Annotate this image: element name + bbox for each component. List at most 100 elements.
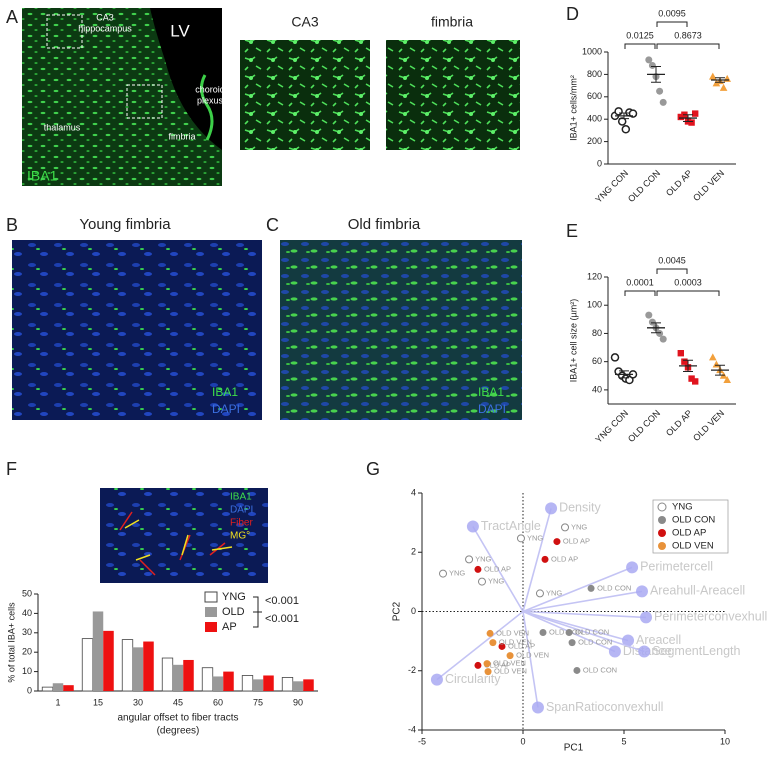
point xyxy=(539,629,547,637)
point xyxy=(719,83,728,91)
y-tick-label: 80 xyxy=(592,328,602,338)
point xyxy=(486,629,494,637)
point-label: OLD VEN xyxy=(494,667,527,676)
error-bar xyxy=(619,370,629,379)
x-tick-label: OLD AP xyxy=(664,168,694,198)
point xyxy=(709,353,717,361)
x-axis-label: (degrees) xyxy=(157,726,200,737)
x-axis-label: PC1 xyxy=(564,743,584,754)
loading-tip xyxy=(531,701,544,714)
micrograph xyxy=(12,240,262,420)
stain-label: IBA1 xyxy=(27,168,58,184)
legend-label: YNG xyxy=(222,591,246,603)
point xyxy=(565,629,573,637)
panel-label: C xyxy=(266,215,279,235)
x-tick-label: 30 xyxy=(133,697,143,707)
legend-label: OLD AP xyxy=(672,528,706,539)
point-label: OLD CON xyxy=(578,638,612,647)
x-tick-label: OLD CON xyxy=(626,168,662,204)
bar xyxy=(92,611,104,691)
point xyxy=(541,555,549,563)
point-label: YNG xyxy=(546,588,562,597)
p-value: 0.0001 xyxy=(626,277,654,287)
loading-arrow xyxy=(522,610,645,653)
y-tick-label: 2 xyxy=(411,547,416,557)
legend-label: YNG xyxy=(672,502,693,513)
point xyxy=(535,589,544,598)
image-label: thalamus xyxy=(44,122,81,132)
point xyxy=(506,652,514,660)
bar xyxy=(281,677,294,692)
bracket xyxy=(253,596,262,628)
x-tick-label: 45 xyxy=(173,697,183,707)
inset-box xyxy=(46,14,83,49)
point xyxy=(723,74,731,82)
image-label: fimbria xyxy=(168,131,195,141)
point-label: OLD VEN xyxy=(516,651,549,660)
point-label: OLD AP xyxy=(484,564,511,573)
y-axis-label: IBA1+ cells/mm² xyxy=(568,75,578,141)
x-tick-label: 75 xyxy=(253,697,263,707)
loading-tip xyxy=(430,673,443,686)
y-tick-label: 400 xyxy=(587,114,602,124)
loading-arrow xyxy=(522,508,552,612)
point-label: OLD VEN xyxy=(496,628,529,637)
legend-swatch xyxy=(204,591,218,603)
error-bar xyxy=(715,77,725,83)
bar xyxy=(81,638,94,692)
bar xyxy=(223,671,234,691)
point xyxy=(723,376,731,384)
y-tick-label: -2 xyxy=(408,665,416,675)
legend-marker xyxy=(658,542,666,550)
loading-tip xyxy=(608,645,621,658)
bar xyxy=(303,679,314,691)
loading-arrow xyxy=(522,611,539,708)
point xyxy=(561,523,570,532)
image-title: fimbria xyxy=(431,14,473,30)
point xyxy=(474,565,482,573)
cell-axis xyxy=(124,519,233,561)
point xyxy=(477,577,486,586)
legend-label: OLD CON xyxy=(672,515,715,526)
x-tick-label: 5 xyxy=(621,736,626,746)
y-tick-label: 60 xyxy=(592,356,602,366)
legend-marker xyxy=(658,529,666,537)
point xyxy=(621,125,631,134)
error-bar xyxy=(683,359,693,373)
panel-label: D xyxy=(566,4,579,24)
plexus xyxy=(200,74,214,141)
stain-label: DAPI xyxy=(212,402,240,416)
point-label: YNG xyxy=(488,577,504,586)
loading-label: Areacell xyxy=(636,633,681,647)
point xyxy=(688,119,695,126)
loading-tip xyxy=(622,634,635,647)
point xyxy=(573,666,581,674)
x-tick-label: OLD AP xyxy=(664,408,694,438)
bar xyxy=(121,639,134,692)
point xyxy=(692,110,699,117)
y-tick-label: 1000 xyxy=(582,46,602,56)
loading-tip xyxy=(640,611,653,624)
bar xyxy=(201,667,214,692)
y-tick-label: 40 xyxy=(592,384,602,394)
point-label: OLD CON xyxy=(575,628,609,637)
x-tick-label: -5 xyxy=(418,736,426,746)
y-axis-label: PC2 xyxy=(392,601,403,621)
point xyxy=(610,353,620,362)
point xyxy=(484,668,492,676)
y-tick-label: 0 xyxy=(27,685,32,695)
image-title: Old fimbria xyxy=(348,216,421,233)
bar xyxy=(52,683,64,691)
point xyxy=(568,639,576,647)
point xyxy=(553,538,561,546)
bracket xyxy=(656,268,688,274)
point-label: YNG xyxy=(449,569,465,578)
x-axis-label: angular offset to fiber tracts xyxy=(118,713,239,724)
bar xyxy=(63,685,74,691)
point xyxy=(648,61,656,69)
loading-arrow xyxy=(472,526,524,612)
bar xyxy=(161,657,174,692)
bracket xyxy=(656,21,688,27)
image-label: hippocampus xyxy=(78,23,132,33)
